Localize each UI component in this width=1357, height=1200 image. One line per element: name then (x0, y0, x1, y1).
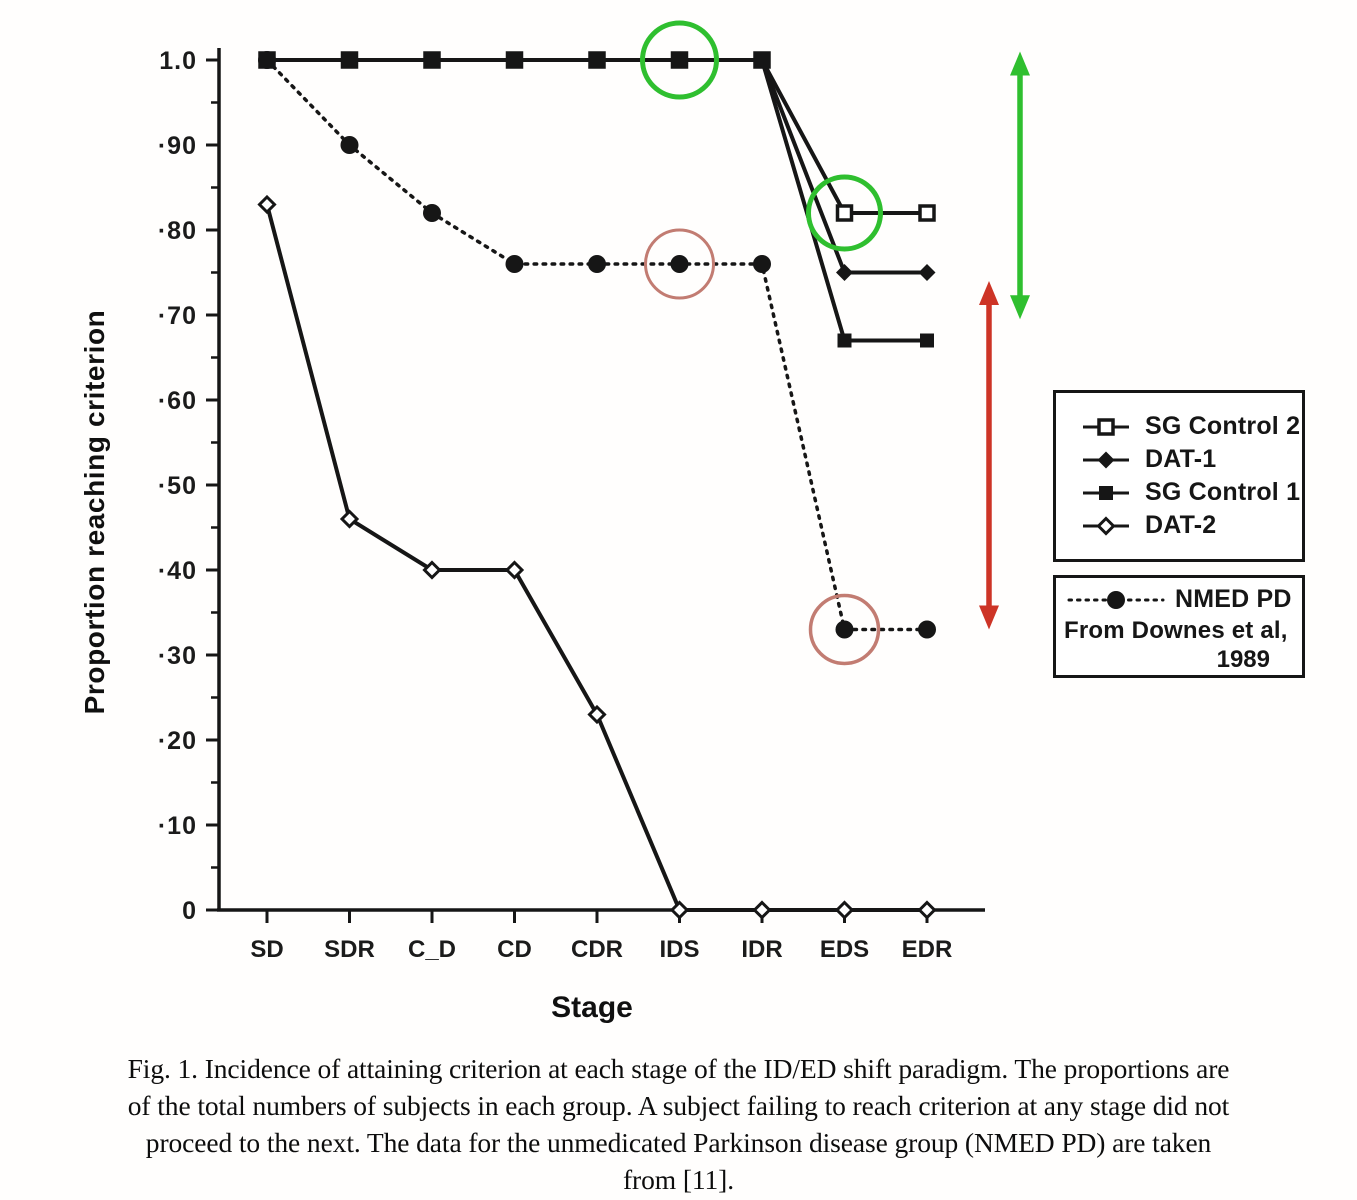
legend-label-sg-control-1: SG Control 1 (1145, 478, 1301, 506)
legend-item-nmed-pd: NMED PD (1064, 585, 1294, 614)
x-tick-label: EDS (820, 936, 869, 963)
series-marker-sg-control-1 (672, 53, 687, 67)
series-marker-dat-2 (339, 509, 360, 529)
legend-marker-sg-control-1 (1083, 485, 1129, 500)
legend-nmed-label: NMED PD (1175, 585, 1292, 613)
legend-item-dat-2: DAT-2 (1080, 509, 1302, 542)
annotation-arrow (1010, 51, 1030, 320)
x-tick-label: SDR (324, 936, 375, 963)
y-tick-label: ·80 (158, 217, 197, 245)
series-marker-nmed-pd (588, 255, 606, 273)
series-marker-dat-2 (917, 900, 937, 920)
annotation-circle (808, 593, 881, 666)
y-tick-label: ·30 (158, 642, 197, 670)
annotation-circle (644, 228, 715, 300)
y-tick-label: ·90 (158, 132, 197, 160)
legend-marker-sg-control-2 (1083, 417, 1129, 436)
series-marker-nmed-pd (753, 255, 771, 273)
series-marker-sg-control-2 (835, 204, 854, 222)
series-marker-sg-control-1 (837, 333, 852, 348)
series-line-nmed-pd (265, 58, 929, 632)
legend-item-sg-control-2: SG Control 2 (1080, 410, 1302, 443)
legend-marker-dat-1 (1083, 451, 1129, 468)
x-tick-label: IDR (741, 936, 782, 963)
x-tick-label: CD (497, 936, 532, 963)
series-marker-dat-2 (422, 560, 442, 580)
series-marker-nmed-pd (918, 620, 936, 639)
nmed-marker-icon (1067, 590, 1165, 609)
y-tick-label: ·50 (158, 472, 197, 500)
legend-main: SG Control 2 DAT-1 SG Control 1 DAT-2 (1053, 390, 1305, 562)
series-marker-sg-control-1 (920, 333, 934, 348)
y-tick-label: ·70 (158, 302, 197, 330)
series-marker-nmed-pd (423, 204, 441, 222)
series-marker-dat-1 (918, 264, 936, 281)
figure-caption: Fig. 1. Incidence of attaining criterion… (30, 1050, 1327, 1198)
legend-marker-dat-2 (1083, 515, 1129, 536)
series-line-dat-2 (265, 203, 927, 912)
annotation-circle (640, 20, 719, 100)
x-tick-label: SD (250, 936, 283, 963)
y-tick-label: ·20 (158, 727, 197, 755)
series-line-dat-1 (267, 58, 927, 275)
series-marker-nmed-pd (670, 255, 689, 273)
series-marker-dat-2 (834, 900, 855, 920)
y-tick-label: 0 (182, 897, 197, 925)
legend-item-sg-control-1: SG Control 1 (1080, 476, 1302, 509)
annotation-arrow (979, 281, 999, 630)
series-marker-nmed-pd (835, 620, 854, 639)
series-marker-nmed-pd (340, 136, 359, 154)
series-marker-sg-control-1 (342, 53, 357, 67)
legend-source-year: 1989 (1216, 646, 1270, 673)
series-marker-nmed-pd (505, 255, 524, 273)
series-marker-sg-control-1 (590, 53, 604, 67)
legend-label-sg-control-2: SG Control 2 (1145, 412, 1301, 440)
x-tick-label: CDR (571, 936, 623, 963)
series-marker-sg-control-1 (755, 53, 769, 67)
x-tick-label: IDS (659, 936, 699, 963)
caption-line-4: from [11]. (622, 1164, 734, 1195)
series-marker-sg-control-1 (260, 53, 274, 67)
caption-line-3: proceed to the next. The data for the un… (145, 1127, 1212, 1158)
series-marker-dat-2 (504, 560, 525, 580)
legend-source-text: From Downes et al, (1064, 617, 1288, 644)
series-marker-dat-1 (836, 264, 853, 281)
caption-line-2: of the total numbers of subjects in each… (127, 1090, 1230, 1121)
caption-line-1: Fig. 1. Incidence of attaining criterion… (127, 1053, 1230, 1084)
annotation-circle (806, 174, 883, 252)
series-marker-sg-control-2 (918, 204, 936, 222)
legend-item-dat-1: DAT-1 (1080, 443, 1302, 476)
x-tick-label: C_D (408, 936, 456, 963)
y-tick-label: ·40 (158, 557, 197, 585)
legend-label-dat-2: DAT-2 (1145, 511, 1217, 539)
series-marker-sg-control-1 (425, 53, 439, 67)
legend-nmed: NMED PD From Downes et al, 1989 (1053, 575, 1305, 678)
series-marker-dat-2 (752, 900, 772, 920)
series-marker-dat-2 (257, 194, 277, 215)
series-marker-dat-2 (669, 900, 690, 920)
series-line-sg-control-1 (267, 58, 927, 343)
x-tick-label: EDR (902, 936, 953, 963)
y-tick-label: ·10 (158, 812, 197, 840)
series-marker-sg-control-1 (507, 53, 522, 67)
series-marker-dat-2 (587, 704, 607, 725)
y-tick-label: 1.0 (159, 47, 197, 75)
series-line-sg-control-2 (267, 58, 927, 215)
legend-label-dat-1: DAT-1 (1145, 445, 1217, 473)
y-tick-label: ·60 (158, 387, 197, 415)
x-axis-title: Stage (551, 991, 633, 1024)
